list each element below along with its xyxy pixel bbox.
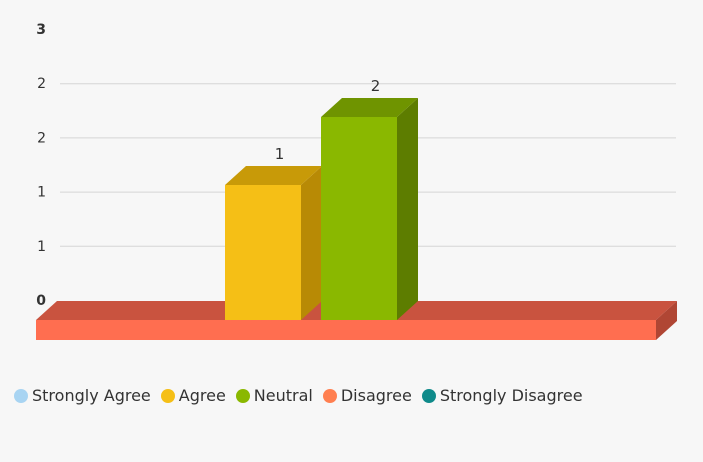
bar-neutral [321,98,418,320]
legend-item[interactable]: Disagree [322,386,412,405]
legend-label: Strongly Disagree [439,386,583,405]
y-tick-label: 3 [36,22,46,38]
data-label: 1 [275,145,285,163]
y-tick-label: 2 [37,130,46,146]
bar-top [321,98,418,118]
y-tick-label: 1 [37,185,46,201]
legend-item[interactable]: Neutral [235,386,313,405]
bar-side [397,98,418,320]
data-label: 2 [371,77,381,95]
legend-dot-icon [14,388,28,403]
legend-item[interactable]: Strongly Disagree [421,386,583,405]
floor-side [656,301,677,340]
legend-dot-icon [160,388,175,403]
bar-side [301,166,322,320]
bars [225,98,418,320]
y-axis-ticks: 3 2 2 1 1 0 [36,22,46,309]
legend: Strongly Agree Agree Neutral Disagree Strong… [14,386,593,405]
legend-label: Strongly Agree [32,386,151,405]
y-tick-label: 0 [36,293,46,309]
bar-agree [225,166,322,320]
legend-label: Disagree [340,386,412,405]
legend-dot-icon [421,388,436,403]
legend-label: Neutral [253,386,313,405]
legend-item[interactable]: Agree [160,386,226,405]
y-tick-label: 1 [37,239,46,255]
bar-front [225,185,301,320]
legend-dot-icon [235,388,250,403]
legend-dot-icon [322,388,337,403]
floor-front [36,320,656,340]
legend-label: Agree [178,386,226,405]
legend-item[interactable]: Strongly Agree [14,386,151,405]
data-labels: 12 [275,77,381,163]
y-tick-label: 2 [37,76,46,92]
bar-top [225,166,322,186]
bar-front [321,117,397,320]
